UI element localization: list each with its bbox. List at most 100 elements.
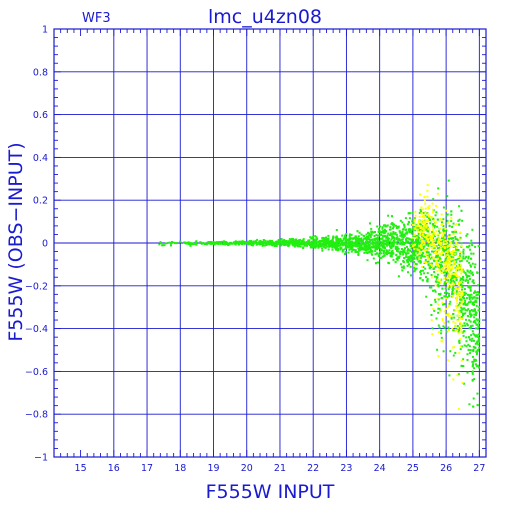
data-point bbox=[471, 324, 474, 327]
data-point bbox=[460, 328, 463, 331]
data-point bbox=[295, 238, 297, 241]
data-point bbox=[441, 251, 443, 254]
data-point bbox=[450, 216, 453, 219]
data-point bbox=[372, 257, 375, 260]
data-point bbox=[448, 253, 451, 256]
data-point bbox=[427, 236, 430, 239]
data-point bbox=[450, 213, 453, 216]
data-point bbox=[419, 261, 422, 264]
data-point bbox=[439, 310, 442, 313]
data-point bbox=[478, 346, 481, 349]
data-point bbox=[383, 254, 386, 257]
data-point bbox=[474, 309, 476, 312]
data-point bbox=[430, 276, 433, 279]
data-point bbox=[395, 233, 398, 236]
data-point bbox=[338, 240, 341, 243]
data-point bbox=[453, 291, 456, 294]
data-point bbox=[389, 232, 392, 235]
data-point bbox=[454, 271, 457, 274]
data-point bbox=[469, 286, 472, 289]
data-point bbox=[366, 252, 369, 255]
data-point bbox=[211, 242, 214, 245]
data-point bbox=[460, 302, 463, 305]
data-point bbox=[450, 256, 452, 259]
data-point bbox=[462, 255, 465, 258]
data-point bbox=[284, 242, 286, 245]
data-point bbox=[245, 241, 248, 244]
data-point bbox=[299, 245, 302, 248]
data-point bbox=[473, 291, 475, 294]
data-point bbox=[302, 238, 305, 241]
data-point bbox=[393, 241, 396, 244]
data-point bbox=[424, 267, 427, 270]
data-point bbox=[452, 257, 455, 260]
data-point bbox=[412, 226, 415, 229]
data-point bbox=[402, 261, 405, 263]
data-point bbox=[425, 219, 428, 222]
data-point bbox=[326, 240, 329, 243]
data-point bbox=[441, 287, 444, 290]
data-point bbox=[391, 223, 394, 225]
data-point bbox=[299, 241, 302, 244]
data-point bbox=[462, 276, 465, 279]
data-point bbox=[275, 243, 277, 245]
data-point bbox=[434, 240, 437, 243]
data-point bbox=[344, 251, 347, 254]
data-point bbox=[382, 241, 385, 244]
data-point bbox=[431, 242, 434, 245]
data-point bbox=[455, 305, 458, 308]
data-point bbox=[403, 243, 406, 246]
data-point bbox=[348, 248, 351, 251]
data-point bbox=[462, 303, 465, 306]
data-point bbox=[376, 248, 379, 250]
data-point bbox=[428, 234, 430, 237]
data-point bbox=[455, 297, 458, 300]
data-point bbox=[288, 238, 291, 241]
data-point bbox=[433, 231, 436, 234]
data-point bbox=[460, 345, 463, 348]
data-point bbox=[452, 252, 455, 255]
data-point bbox=[195, 240, 198, 243]
data-point bbox=[462, 365, 465, 367]
data-point bbox=[456, 319, 459, 322]
data-point bbox=[477, 339, 480, 342]
data-point bbox=[423, 261, 426, 263]
data-point bbox=[473, 266, 476, 269]
data-point bbox=[441, 240, 444, 243]
data-point bbox=[426, 277, 429, 280]
data-point bbox=[358, 249, 361, 252]
data-point bbox=[397, 247, 400, 250]
data-point bbox=[456, 269, 459, 272]
data-point bbox=[326, 237, 329, 240]
data-point bbox=[446, 219, 449, 222]
y-tick-label: −1 bbox=[34, 453, 48, 464]
data-point bbox=[323, 245, 325, 248]
data-point bbox=[439, 231, 441, 234]
data-point bbox=[417, 225, 420, 228]
data-point bbox=[294, 244, 297, 247]
data-point bbox=[386, 224, 389, 227]
data-point bbox=[419, 251, 422, 254]
x-tick-labels: 15 16 17 18 19 20 21 22 23 24 25 26 27 bbox=[75, 463, 486, 474]
data-point bbox=[410, 255, 412, 258]
data-point bbox=[422, 269, 424, 272]
data-point bbox=[440, 332, 443, 335]
data-point bbox=[333, 243, 336, 246]
data-point bbox=[395, 241, 398, 244]
data-point bbox=[438, 293, 441, 296]
data-point bbox=[442, 253, 445, 256]
data-point bbox=[456, 243, 459, 246]
data-point bbox=[387, 240, 390, 243]
data-point bbox=[418, 241, 421, 244]
data-point bbox=[452, 245, 455, 248]
y-tick-label: −0.4 bbox=[25, 324, 48, 335]
data-point bbox=[458, 238, 461, 241]
data-point bbox=[464, 312, 467, 315]
data-point bbox=[466, 322, 469, 325]
data-point bbox=[444, 291, 446, 294]
data-point bbox=[382, 252, 385, 255]
data-point bbox=[376, 261, 379, 264]
data-point bbox=[450, 273, 453, 276]
data-point bbox=[446, 246, 449, 249]
data-point bbox=[475, 291, 477, 294]
